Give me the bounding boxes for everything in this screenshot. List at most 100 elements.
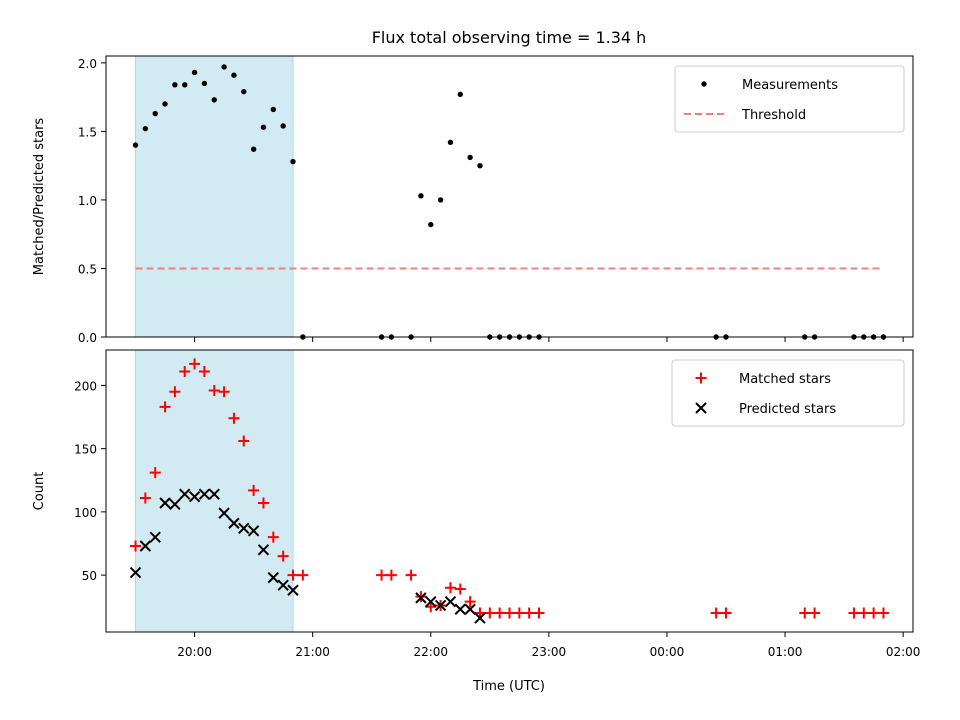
legend-marker-predicted-stars [695,402,707,414]
matched-stars-point [868,607,880,619]
matched-stars-point [877,607,889,619]
measurements-point [467,154,473,161]
measurements-point [211,97,217,103]
matched-stars-point [169,386,181,398]
matched-stars-point [149,467,161,479]
matched-stars-point [218,386,230,398]
predicted-stars-point [287,584,299,596]
matched-stars-point [799,607,811,619]
measurements-point [231,72,237,78]
legend-box [671,359,905,427]
y-axis-title: Count [32,472,47,511]
predicted-stars-point [464,603,476,615]
matched-stars-point [248,484,260,496]
matched-stars-point [277,550,289,562]
matched-stars-point [858,607,870,619]
matched-stars-point [376,569,388,581]
legend-marker-measurements [701,81,707,87]
legend-label-matched-stars: Matched stars [739,372,831,387]
predicted-stars-point [434,599,447,612]
predicted-stars-point [267,571,280,584]
x-tick-label: 22:00 [413,645,448,659]
y-tick-label: 1.0 [78,194,97,208]
matched-stars-point [523,607,535,619]
x-tick-label: 02:00 [886,645,921,659]
predicted-stars-point [188,490,201,503]
legend-label-measurements: Measurements [742,78,838,93]
observing-interval-shade [135,55,294,338]
x-tick-label: 20:00 [177,645,212,659]
matched-stars-point [139,492,151,504]
matched-stars-point [238,435,250,447]
y-tick-label: 0.0 [78,331,97,345]
measurements-point [191,69,198,76]
predicted-stars-point [218,507,230,519]
measurements-point [280,123,286,129]
measurements-point [182,82,188,88]
y-tick-label: 200 [74,379,97,393]
matched-stars-point [494,607,506,619]
legend-box [674,65,905,133]
matched-stars-point [257,497,269,509]
predicted-stars-point [415,592,427,604]
legend-label-predicted-stars: Predicted stars [739,402,836,417]
matched-stars-point [444,582,456,594]
measurements-point [152,110,158,117]
matched-stars-point [287,569,299,581]
predicted-stars-point [169,498,181,510]
matched-stars-point [385,569,397,581]
measurements-point [241,88,247,95]
matched-stars-point [159,401,171,413]
x-tick-label: 23:00 [532,645,567,659]
matched-stars-point [504,607,515,619]
matched-stars-point [533,607,545,619]
matched-stars-point [513,607,525,619]
y-tick-label: 100 [74,506,97,520]
measurements-point [260,124,267,130]
measurements-point [201,80,208,87]
axes-frame [105,55,914,338]
matched-stars-point [454,583,466,595]
matched-stars-point [809,607,821,619]
measurements-point [172,82,178,88]
y-tick-label: 50 [82,569,97,583]
measurements-point [447,139,454,146]
predicted-stars-point [238,522,250,535]
matched-stars-point [405,569,417,581]
matched-stars-point [720,607,732,619]
matched-stars-point [848,607,860,619]
matched-stars-point [198,365,210,377]
count-panel: 50 100 150 200 20:00 21:00 22:00 23:00 00:00 01:0… [32,349,921,659]
matched-stars-point [464,596,476,608]
measurements-point [477,162,483,169]
observing-interval-shade [135,349,294,633]
axes-frame [105,349,914,633]
predicted-stars-point [159,497,171,509]
measurements-point [142,125,149,132]
measurements-point [162,101,168,107]
ratio-panel: 0.0 0.5 1.0 1.5 2.0 Matched/Predicted stars Me… [32,55,914,345]
y-tick-label: 0.5 [78,262,97,276]
measurements-point [270,106,277,113]
predicted-stars-point [149,531,161,543]
chart-title: Flux total observing time = 1.34 h [372,28,647,47]
x-tick-label: 01:00 [768,645,803,659]
matched-stars-point [297,569,309,581]
predicted-stars-point [277,579,289,591]
x-tick-label: 21:00 [295,645,330,659]
matched-stars-point [208,384,220,396]
measurements-point [457,91,463,98]
y-tick-label: 1.5 [78,125,97,139]
measurements-point [250,146,257,152]
matched-stars-point [228,412,240,424]
predicted-stars-point [139,540,152,552]
predicted-stars-point [247,525,260,537]
matched-stars-point [484,607,496,619]
x-axis-title: Time (UTC) [472,679,545,694]
measurements-point [437,197,444,203]
predicted-stars-point [474,612,486,624]
predicted-stars-point [198,488,211,500]
measurements-point [428,221,434,228]
y-tick-label: 2.0 [78,57,97,71]
